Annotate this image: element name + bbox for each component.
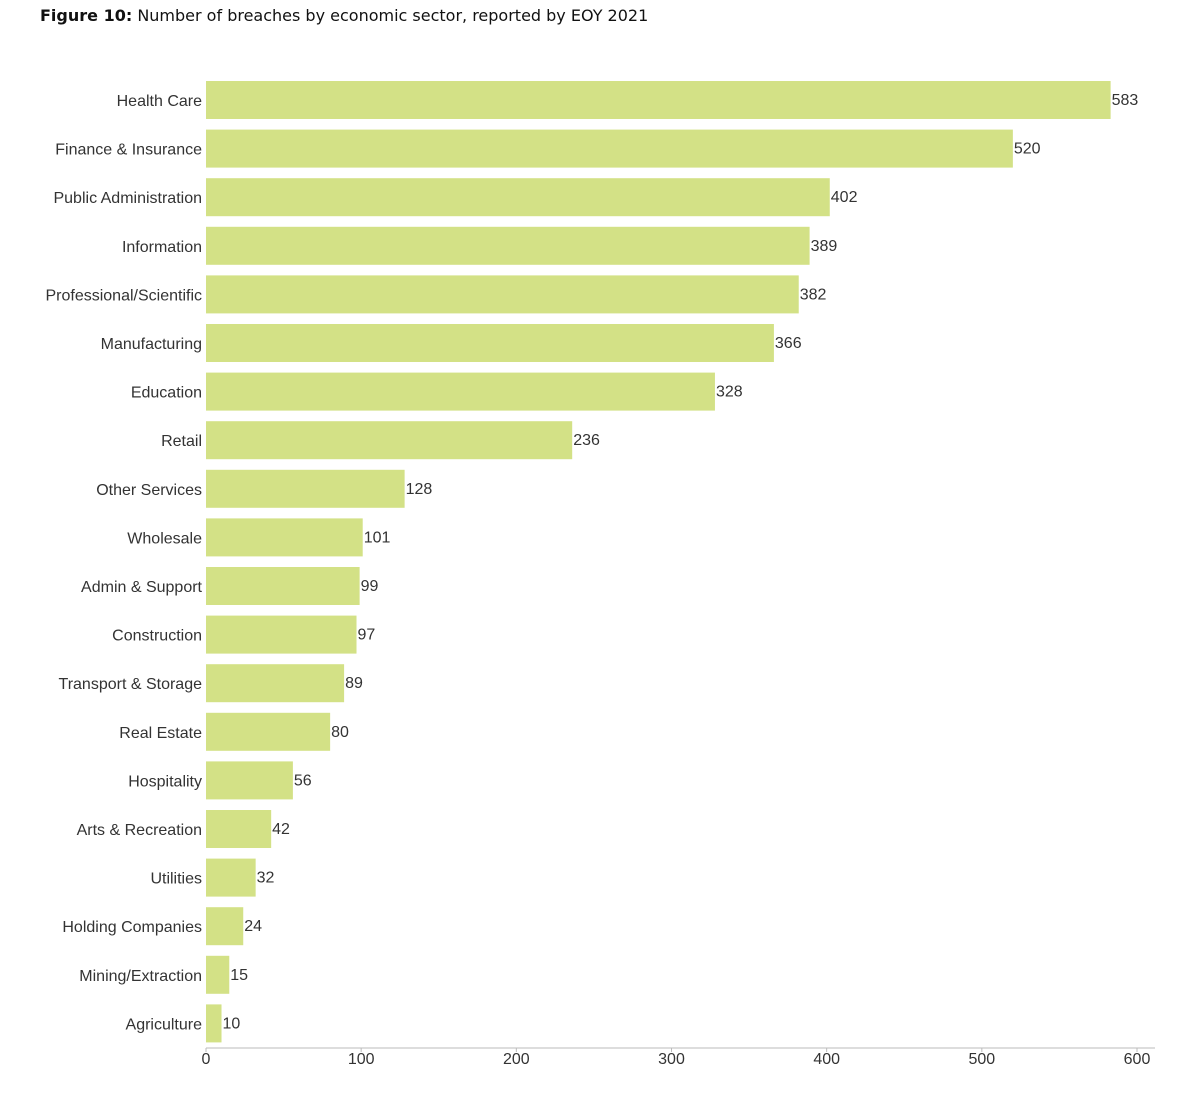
- figure-number: Figure 10:: [40, 6, 133, 25]
- category-label: Education: [131, 385, 202, 402]
- category-label: Admin & Support: [81, 579, 203, 596]
- bar: [206, 178, 830, 217]
- category-label: Holding Companies: [62, 919, 202, 936]
- bar: [206, 1004, 222, 1043]
- data-label: 80: [331, 724, 349, 741]
- title-text: Number of breaches by economic sector, r…: [132, 6, 649, 25]
- bar: [206, 858, 256, 897]
- data-label: 520: [1014, 141, 1041, 158]
- data-label: 15: [230, 967, 248, 984]
- bar: [206, 907, 244, 946]
- data-label: 97: [358, 627, 376, 644]
- category-label: Utilities: [150, 871, 202, 888]
- x-tick-label: 600: [1124, 1051, 1151, 1068]
- category-label: Finance & Insurance: [55, 142, 202, 159]
- data-label: 89: [345, 675, 363, 692]
- data-label: 389: [811, 238, 838, 255]
- data-label: 328: [716, 384, 743, 401]
- data-label: 402: [831, 189, 858, 206]
- category-label: Information: [122, 239, 202, 256]
- category-label: Agriculture: [126, 1016, 203, 1033]
- x-tick-label: 400: [813, 1051, 840, 1068]
- bar: [206, 324, 774, 362]
- bar: [206, 129, 1013, 168]
- x-tick-label: 100: [348, 1051, 375, 1068]
- bar: [206, 567, 360, 605]
- category-label: Retail: [161, 433, 202, 450]
- bar: [206, 615, 357, 654]
- category-label: Mining/Extraction: [79, 968, 202, 985]
- category-label: Manufacturing: [101, 336, 202, 353]
- data-label: 99: [361, 578, 379, 595]
- bar: [206, 712, 331, 751]
- bar: [206, 518, 363, 557]
- category-label: Hospitality: [128, 773, 202, 790]
- data-label: 101: [364, 529, 391, 546]
- data-label: 42: [272, 821, 290, 838]
- category-label: Professional/Scientific: [45, 287, 202, 304]
- bar: [206, 226, 810, 265]
- data-label: 24: [244, 918, 262, 935]
- data-label: 236: [573, 432, 600, 449]
- category-label: Public Administration: [53, 190, 202, 207]
- category-label: Arts & Recreation: [77, 822, 202, 839]
- category-label: Construction: [112, 628, 202, 645]
- data-label: 32: [257, 870, 275, 887]
- category-label: Real Estate: [119, 725, 202, 742]
- bar: [206, 469, 405, 508]
- data-label: 366: [775, 335, 802, 352]
- bar: [206, 421, 573, 460]
- bar: [206, 955, 230, 994]
- bar: [206, 664, 345, 703]
- category-label: Transport & Storage: [59, 676, 203, 693]
- x-tick-label: 500: [968, 1051, 995, 1068]
- bar: [206, 275, 799, 314]
- data-label: 128: [406, 481, 433, 498]
- data-label: 10: [223, 1015, 241, 1032]
- category-label: Wholesale: [127, 530, 202, 547]
- bar: [206, 810, 272, 848]
- data-label: 583: [1112, 92, 1139, 109]
- bar: [206, 761, 293, 800]
- chart-title: Figure 10: Number of breaches by economi…: [40, 6, 648, 25]
- data-label: 56: [294, 772, 312, 789]
- bar: [206, 372, 715, 411]
- category-label: Other Services: [96, 482, 202, 499]
- x-tick-label: 0: [202, 1051, 211, 1068]
- data-label: 382: [800, 286, 827, 303]
- category-label: Health Care: [117, 93, 202, 110]
- x-tick-label: 300: [658, 1051, 685, 1068]
- bar: [206, 81, 1111, 119]
- x-tick-label: 200: [503, 1051, 530, 1068]
